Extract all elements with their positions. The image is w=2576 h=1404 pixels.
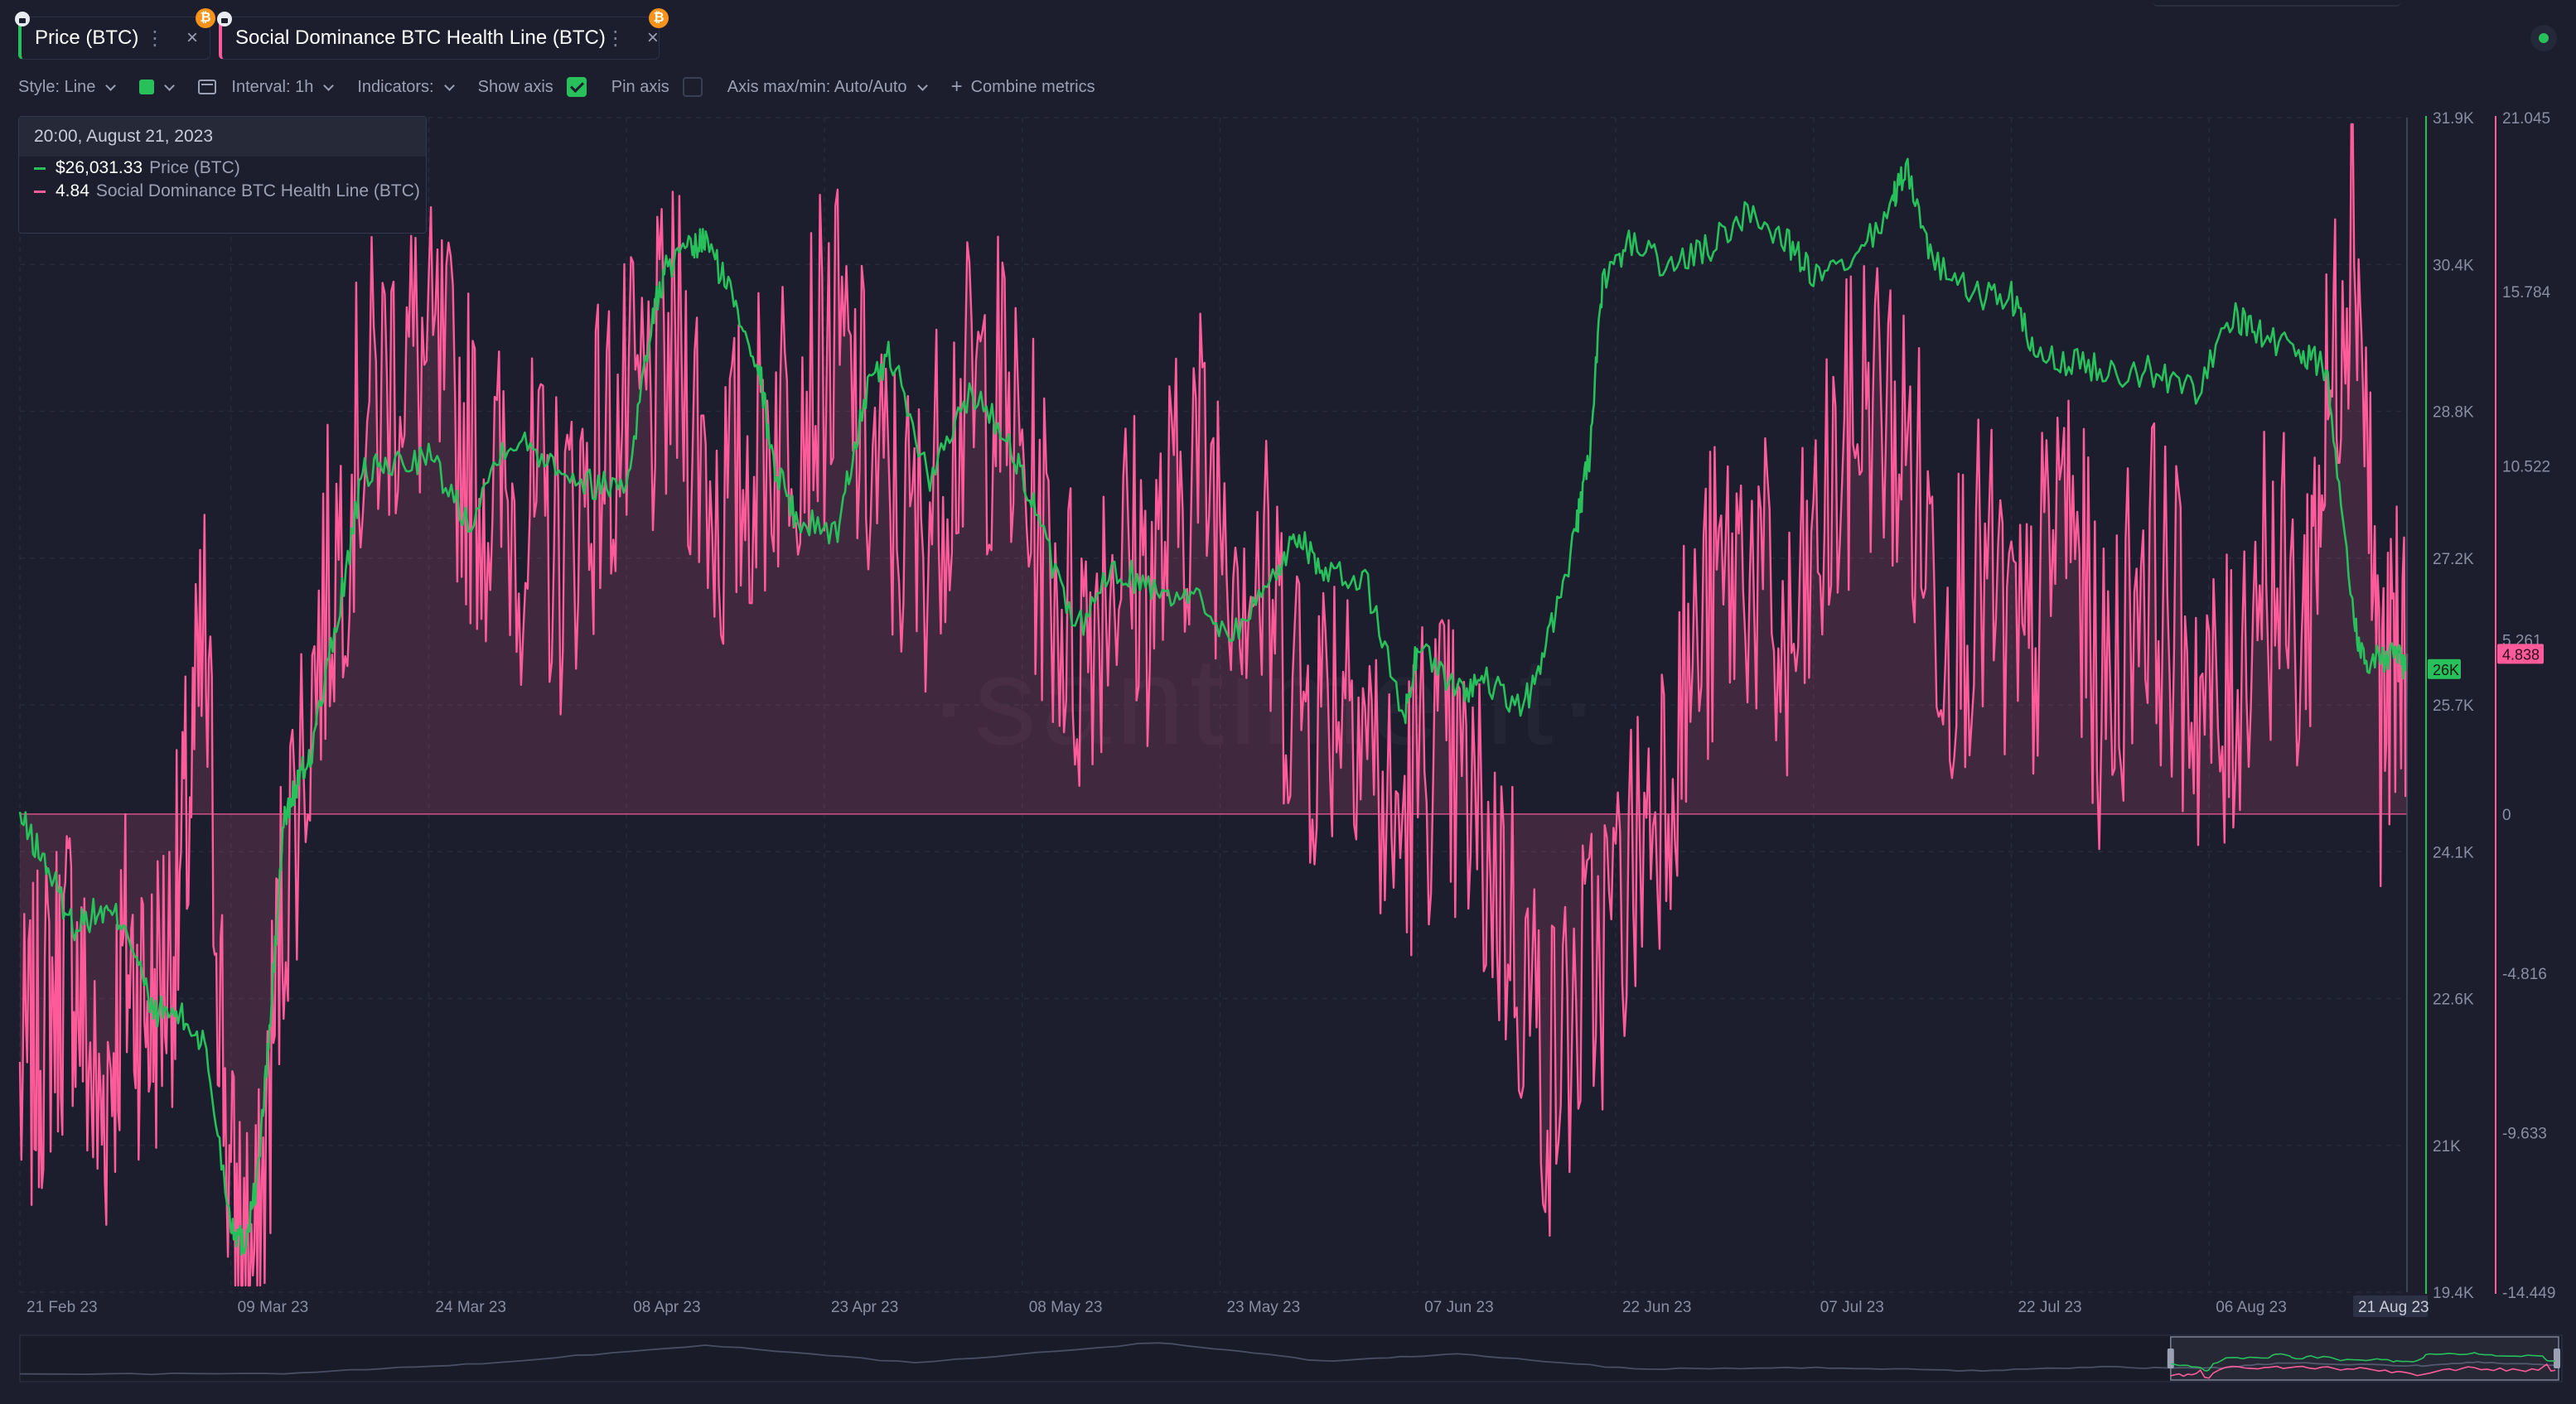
tooltip-metric-name: Price (BTC) [149,158,240,177]
tab-social-dominance[interactable]: Social Dominance BTC Health Line (BTC) ⋮… [219,17,660,60]
interval-dropdown[interactable]: Interval: 1h [198,77,335,97]
social-axis-tick-label: 15.784 [2502,284,2551,302]
social-axis-tick-label: 21.045 [2502,110,2550,128]
social-axis-tick-label: 0 [2502,807,2511,824]
price-axis-tick-label: 19.4K [2433,1285,2474,1302]
price-axis-tick-label: 27.2K [2433,551,2474,568]
price-current-badge [2428,659,2461,679]
calendar-icon [198,80,217,94]
x-axis-tick-label: 08 Apr 23 [633,1299,700,1316]
x-axis-tick-label: 22 Jul 23 [2018,1299,2081,1316]
x-axis-tick-label: 23 May 23 [1226,1299,1300,1316]
color-swatch [139,80,155,94]
x-axis-tick-label: 07 Jul 23 [1820,1299,1884,1316]
tooltip-value: 4.84 [56,181,89,200]
close-icon[interactable]: × [646,27,659,49]
x-end-label-bg [2353,1295,2428,1317]
show-axis-label: Show axis [477,77,553,96]
x-axis-tick-label: 09 Mar 23 [238,1299,309,1316]
tab-label: Price (BTC) [35,27,139,49]
top-panel-edge [2153,0,2401,7]
lock-icon [15,12,30,27]
social-dominance-area [20,124,2407,1286]
interval-label: Interval: 1h [231,77,314,96]
chart-tooltip: 20:00, August 21, 2023 $26,031.33 Price … [18,116,427,234]
price-axis-tick-label: 28.8K [2433,404,2474,422]
tab-price-btc[interactable]: Price (BTC) ⋮ × [18,17,210,60]
tab-label: Social Dominance BTC Health Line (BTC) [235,27,606,49]
legend-dash [34,190,46,193]
x-axis-tick-label: 07 Jun 23 [1424,1299,1493,1316]
tooltip-row-social: 4.84 Social Dominance BTC Health Line (B… [19,180,426,203]
more-vertical-icon[interactable]: ⋮ [605,27,626,50]
x-axis-tick-label: 06 Aug 23 [2216,1299,2287,1316]
social-axis-tick-label: -4.816 [2502,966,2547,983]
combine-metrics-button[interactable]: + Combine metrics [951,75,1095,99]
indicators-dropdown[interactable]: Indicators: [357,77,455,97]
pin-axis-toggle[interactable]: Pin axis [611,77,703,97]
more-vertical-icon[interactable]: ⋮ [144,27,165,50]
navigator-social-line [2170,1363,2556,1379]
legend-dash [34,166,46,170]
price-axis-tick-label: 21K [2433,1138,2461,1156]
price-axis-tick-label: 24.1K [2433,844,2474,861]
pin-axis-checkbox[interactable] [682,77,703,97]
x-axis-tick-label: 23 Apr 23 [831,1299,898,1316]
chart-settings-bar: Style: Line Interval: 1h Indicators: Sho… [18,73,1120,101]
social-axis-tick-label: 10.522 [2502,458,2550,475]
x-axis-tick-label: 21 Feb 23 [27,1299,98,1316]
navigator-price-line [2170,1352,2556,1372]
price-axis-tick-label: 30.4K [2433,257,2474,274]
plus-icon: + [950,75,963,98]
axis-maxmin-label: Axis max/min: Auto/Auto [727,77,907,96]
close-icon[interactable]: × [186,27,198,49]
style-dropdown[interactable]: Style: Line [18,77,117,97]
navigator-panel [19,1334,2563,1382]
color-picker[interactable] [139,80,176,94]
pin-axis-label: Pin axis [611,77,669,96]
social-current-badge [2497,644,2544,664]
navigator-window [2170,1336,2559,1381]
combine-metrics-label: Combine metrics [970,77,1095,96]
price-axis-tick-label: 31.9K [2433,110,2474,128]
x-axis-tick-label: 24 Mar 23 [435,1299,506,1316]
indicators-label: Indicators: [357,77,434,96]
price-line [18,157,2409,1256]
navigator-right-handle [2554,1349,2560,1368]
tooltip-row-price: $26,031.33 Price (BTC) [19,157,426,180]
x-axis-tick-label: 22 Jun 23 [1622,1299,1691,1316]
x-axis-tick-label: 08 May 23 [1029,1299,1103,1316]
x-end-label: 21 Aug 23 [2358,1299,2429,1316]
navigator-history-line [19,1342,2555,1376]
lock-icon [217,12,232,27]
tooltip-value: $26,031.33 [56,158,143,177]
social-axis-tick-label: -9.633 [2502,1126,2547,1143]
price-axis-tick-label: 25.7K [2433,697,2474,715]
style-label: Style: Line [18,77,96,96]
tooltip-datetime: 20:00, August 21, 2023 [19,117,426,157]
bitcoin-icon: ₿ [649,8,669,28]
price-axis-tick-label: 22.6K [2433,991,2474,1009]
social-current-label: 4.838 [2502,646,2540,663]
tooltip-metric-name: Social Dominance BTC Health Line (BTC) [95,181,420,200]
navigator-left-handle [2167,1349,2174,1368]
show-axis-checkbox[interactable] [566,77,587,97]
axis-maxmin-dropdown[interactable]: Axis max/min: Auto/Auto [727,77,928,97]
show-axis-toggle[interactable]: Show axis [478,77,587,97]
status-indicator-icon[interactable] [2530,25,2557,51]
price-current-label: 26K [2433,662,2459,678]
bitcoin-icon: ₿ [196,8,215,28]
social-axis-tick-label: -14.449 [2502,1285,2555,1302]
